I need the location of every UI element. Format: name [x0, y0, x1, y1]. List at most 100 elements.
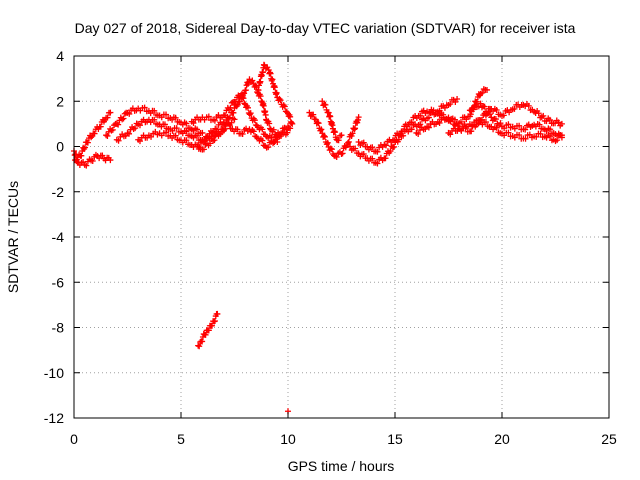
data-point: [209, 322, 216, 329]
data-point: [457, 118, 464, 125]
data-point: [488, 114, 495, 121]
data-point: [369, 144, 376, 151]
data-point: [276, 95, 283, 102]
data-point: [481, 103, 488, 110]
y-tick-label: -2: [52, 184, 65, 200]
data-point: [225, 115, 232, 122]
data-point: [274, 134, 281, 141]
data-point: [314, 119, 321, 126]
data-point: [345, 138, 352, 145]
data-point: [244, 104, 251, 111]
data-point: [288, 119, 295, 126]
data-point: [425, 114, 432, 121]
data-point: [285, 123, 291, 130]
data-point: [321, 132, 328, 139]
y-tick-label: -6: [52, 274, 65, 290]
data-point: [449, 116, 456, 123]
data-point: [115, 137, 122, 144]
data-point: [199, 338, 206, 345]
data-point: [283, 126, 290, 133]
data-point: [89, 158, 96, 165]
data-point: [163, 111, 170, 118]
data-point: [194, 126, 201, 133]
data-point: [452, 98, 459, 105]
data-point: [239, 130, 246, 137]
data-point: [281, 103, 288, 110]
data-point: [222, 112, 229, 119]
data-point: [151, 107, 158, 114]
data-point: [183, 120, 190, 127]
data-point: [425, 124, 432, 131]
data-point: [374, 160, 381, 167]
data-point: [347, 143, 354, 150]
data-point: [374, 148, 381, 155]
data-point: [173, 125, 180, 132]
x-tick-label: 0: [70, 431, 78, 447]
data-point: [321, 133, 328, 140]
data-point: [257, 78, 264, 85]
data-point: [338, 132, 345, 139]
data-point: [547, 126, 554, 133]
x-tick-label: 5: [177, 431, 185, 447]
data-point: [267, 70, 274, 77]
data-point: [148, 133, 155, 140]
data-point: [270, 126, 277, 133]
y-tick-label: -4: [52, 229, 65, 245]
data-point: [105, 128, 112, 135]
x-tick-label: 20: [494, 431, 510, 447]
data-point: [126, 110, 133, 117]
data-point: [355, 114, 362, 121]
data-point: [474, 98, 481, 105]
data-point: [484, 86, 491, 93]
data-point: [109, 126, 116, 133]
data-point: [516, 122, 523, 129]
data-point: [211, 137, 218, 144]
data-point: [195, 342, 202, 349]
data-series: [71, 61, 565, 415]
data-point: [249, 77, 256, 84]
y-axis-label: SDTVAR / TECUs: [5, 181, 21, 293]
data-point: [136, 122, 143, 129]
data-point: [196, 343, 203, 350]
data-point: [501, 125, 508, 132]
data-point: [246, 111, 253, 118]
data-point: [360, 151, 367, 158]
data-point: [354, 116, 361, 123]
data-point: [228, 99, 235, 106]
data-point: [231, 116, 238, 123]
data-point: [468, 128, 475, 135]
data-point: [88, 134, 95, 141]
data-point: [199, 129, 206, 136]
data-point: [324, 139, 331, 146]
data-point: [141, 104, 148, 111]
y-tick-label: -12: [44, 410, 64, 426]
data-point: [351, 126, 358, 133]
data-point: [535, 110, 542, 117]
data-point: [151, 116, 158, 123]
y-tick-label: -10: [44, 365, 64, 381]
data-point: [335, 137, 342, 144]
data-point: [338, 151, 345, 158]
data-point: [505, 121, 512, 128]
data-point: [104, 132, 111, 139]
data-point: [505, 129, 512, 136]
data-point: [126, 130, 133, 137]
data-point: [417, 121, 424, 128]
data-point: [78, 152, 85, 159]
data-point: [241, 100, 248, 107]
data-point: [107, 109, 114, 116]
x-axis-label: GPS time / hours: [288, 458, 395, 474]
data-point: [468, 108, 475, 115]
data-point: [196, 144, 203, 151]
data-point: [312, 116, 319, 123]
data-point: [558, 132, 565, 139]
data-point: [328, 146, 335, 153]
x-tick-label: 10: [280, 431, 296, 447]
data-point: [522, 126, 529, 133]
data-point: [251, 117, 258, 124]
data-point: [447, 101, 454, 108]
data-point: [205, 135, 212, 142]
data-point: [547, 133, 554, 140]
data-point: [270, 140, 277, 147]
y-tick-label: 0: [56, 139, 64, 155]
